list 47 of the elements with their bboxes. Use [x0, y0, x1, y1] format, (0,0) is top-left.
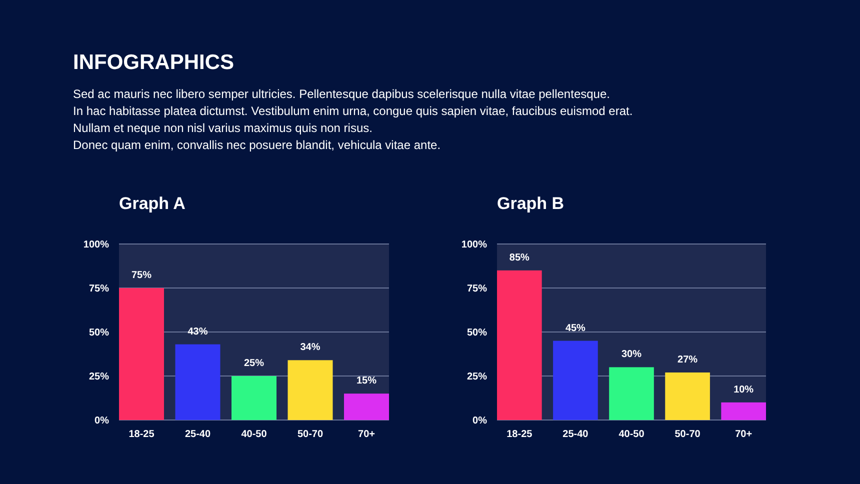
- y-tick-label: 75%: [466, 284, 488, 294]
- bar: [288, 360, 333, 420]
- y-tick-label: 50%: [88, 328, 110, 338]
- data-label: 85%: [509, 252, 530, 264]
- bar: [119, 288, 164, 420]
- y-tick-label: 0%: [94, 416, 110, 426]
- y-tick-label: 25%: [466, 372, 488, 382]
- chart-title: Graph A: [119, 194, 186, 213]
- data-label: 45%: [565, 322, 586, 334]
- data-label: 10%: [734, 384, 754, 396]
- x-tick-label: 40-50: [618, 429, 645, 440]
- text: Donec quam enim, convallis nec posuere blandit, vehicula vitae ante.: [73, 138, 441, 152]
- y-tick-label: 100%: [83, 240, 110, 250]
- data-label: 25%: [244, 358, 264, 369]
- chart-title: Graph B: [497, 194, 564, 213]
- x-tick-label: 18-25: [506, 429, 533, 440]
- text: INFOGRAPHICS: [73, 51, 234, 74]
- x-tick-label: 25-40: [184, 429, 211, 440]
- data-label: 43%: [188, 326, 208, 338]
- x-tick-label: 25-40: [562, 429, 589, 440]
- data-label: 27%: [678, 354, 698, 366]
- bar: [609, 367, 654, 420]
- bar: [721, 402, 766, 420]
- x-tick-label: 70+: [735, 429, 752, 440]
- data-label: 30%: [621, 349, 642, 360]
- x-tick-label: 18-25: [128, 429, 155, 440]
- bar: [497, 270, 542, 420]
- y-tick-label: 75%: [88, 284, 110, 294]
- text: Sed ac mauris nec libero semper ultricies. Pellentesque dapibus scelerisque nulla vitae pellentesque.: [73, 87, 610, 101]
- x-tick-label: 50-70: [297, 429, 324, 440]
- text: In hac habitasse platea dictumst. Vestibulum enim urna, congue quis sapien vitae, faucibus euismod erat.: [73, 104, 633, 118]
- bar: [175, 344, 220, 420]
- text: Nullam et neque non nisl varius maximus quis non risus.: [73, 121, 372, 135]
- y-tick-label: 25%: [88, 372, 110, 382]
- bar: [344, 394, 389, 420]
- bar: [553, 340, 598, 420]
- x-tick-label: 50-70: [674, 429, 701, 440]
- y-tick-label: 100%: [461, 240, 488, 250]
- y-tick-label: 0%: [472, 416, 488, 426]
- x-tick-label: 40-50: [241, 429, 268, 440]
- data-label: 15%: [356, 376, 377, 387]
- data-label: 75%: [131, 270, 152, 281]
- data-label: 34%: [300, 342, 320, 354]
- bar: [665, 372, 710, 420]
- bar: [232, 376, 276, 420]
- y-tick-label: 50%: [466, 328, 488, 338]
- x-tick-label: 70+: [358, 429, 376, 440]
